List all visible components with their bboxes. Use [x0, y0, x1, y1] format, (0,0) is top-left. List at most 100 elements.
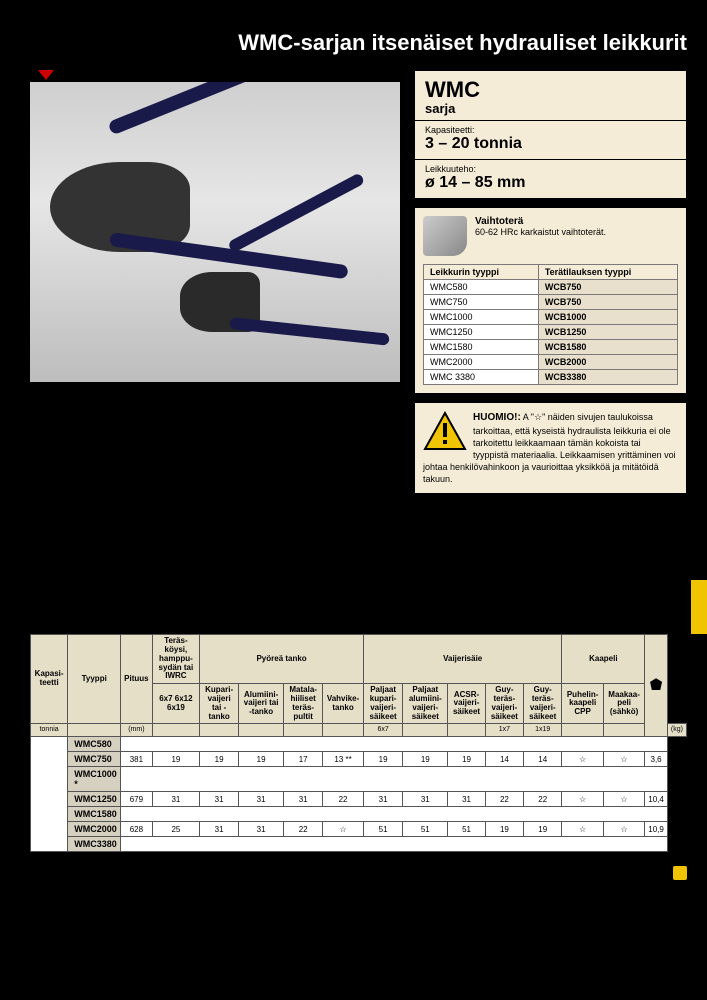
series-name: WMC: [425, 79, 676, 101]
cell: ☆: [562, 792, 603, 807]
th-paljaatk: Paljaat kupari-vaijeri-säikeet: [363, 684, 402, 724]
mt-cell: WCB1580: [538, 340, 677, 355]
mt-cell: WMC1250: [424, 325, 539, 340]
th-matala: Matala-hiiliset teräs-pultit: [284, 684, 323, 724]
th-blank: [68, 724, 121, 737]
cell: 31: [152, 792, 200, 807]
cell: 679: [121, 792, 152, 807]
section-tab: [691, 580, 707, 634]
cell: 19: [152, 752, 200, 767]
th-puhelin: Puhelin-kaapeli CPP: [562, 684, 603, 724]
cell: 22: [524, 792, 562, 807]
th-pituus: Pituus: [121, 635, 152, 724]
table-row: WMC1000 *: [31, 767, 687, 792]
section-marker-icon: [38, 70, 54, 80]
table-row: WMC580: [31, 737, 687, 752]
th-tonnia: tonnia: [31, 724, 68, 737]
cell: ☆: [323, 822, 364, 837]
series-sub: sarja: [425, 101, 676, 116]
cell: 19: [485, 822, 523, 837]
warning-box: HUOMIO!: A "☆" näiden sivujen taulukoiss…: [414, 402, 687, 494]
product-image: [30, 82, 400, 382]
cell: 10,4: [645, 792, 668, 807]
mt-cell: WCB1250: [538, 325, 677, 340]
table-row: WMC2000 628 25 31 31 22 ☆ 51 51 51 19 19…: [31, 822, 687, 837]
cell: 31: [239, 792, 284, 807]
table-row: WMC3380: [31, 837, 687, 852]
th-paljaata: Paljaat alumiini-vaijeri-säikeet: [403, 684, 448, 724]
cell: 19: [239, 752, 284, 767]
th-guy: Guy-teräs-vaijeri-säikeet: [485, 684, 523, 724]
cell: 19: [363, 752, 402, 767]
cell-type: WMC580: [68, 737, 121, 752]
cell: 3,6: [645, 752, 668, 767]
spec-table: Kapasi- teetti Tyyppi Pituus Teräs-köysi…: [30, 634, 687, 852]
page-number: [30, 866, 687, 883]
mt-cell: WMC580: [424, 280, 539, 295]
weight-icon: [650, 678, 662, 690]
warning-title: HUOMIO!:: [473, 412, 521, 423]
page-title: WMC-sarjan itsenäiset hydrauliset leikku…: [30, 30, 687, 56]
th-kg: (kg): [667, 724, 686, 737]
spec-box: WMC sarja Kapasiteetti: 3 – 20 tonnia Le…: [414, 70, 687, 199]
warning-icon: [423, 411, 467, 451]
cutting-value: ø 14 – 85 mm: [425, 174, 676, 192]
mt-cell: WCB1000: [538, 310, 677, 325]
mt-cell: WCB750: [538, 295, 677, 310]
th-vaijeri: Vaijerisäie: [363, 635, 561, 684]
cell: ☆: [603, 752, 644, 767]
th-1x7: 1x7: [485, 724, 523, 737]
mt-h2: Terätilauksen tyyppi: [538, 265, 677, 280]
th-guy2: Guy-teräs-vaijeri-säikeet: [524, 684, 562, 724]
th-alumiini: Alumiini-vaijeri tai -tanko: [239, 684, 284, 724]
cell: 22: [284, 822, 323, 837]
th-tyyppi: Tyyppi: [68, 635, 121, 724]
cell-type: WMC1000 *: [68, 767, 121, 792]
capacity-label: Kapasiteetti:: [425, 125, 676, 135]
mt-cell: WMC2000: [424, 355, 539, 370]
cell: 19: [403, 752, 448, 767]
cell: ☆: [603, 792, 644, 807]
th-teras-sub: 6x7 6x12 6x19: [152, 684, 200, 724]
cell: 31: [403, 792, 448, 807]
cell: 51: [448, 822, 485, 837]
cell: 31: [200, 822, 239, 837]
cell-type: WMC3380: [68, 837, 121, 852]
cell: 10,9: [645, 822, 668, 837]
cell-type: WMC750: [68, 752, 121, 767]
th-weight: [645, 635, 668, 737]
cell: 22: [323, 792, 364, 807]
th-kaapeli: Kaapeli: [562, 635, 645, 684]
th-mm: (mm): [121, 724, 152, 737]
cell-type: WMC1250: [68, 792, 121, 807]
cell-type: WMC1580: [68, 807, 121, 822]
mt-cell: WMC 3380: [424, 370, 539, 385]
cell: 628: [121, 822, 152, 837]
mt-cell: WMC1000: [424, 310, 539, 325]
th-6x7: 6x7: [363, 724, 402, 737]
cell: 51: [403, 822, 448, 837]
cell: 31: [363, 792, 402, 807]
blade-title: Vaihtoterä: [475, 216, 606, 227]
mt-cell: WMC1580: [424, 340, 539, 355]
table-row: WMC1580: [31, 807, 687, 822]
th-maakaa: Maakaa-peli (sähkö): [603, 684, 644, 724]
cell: ☆: [562, 752, 603, 767]
cell: 31: [448, 792, 485, 807]
cell: 19: [200, 752, 239, 767]
cell: 19: [524, 822, 562, 837]
cell: 31: [239, 822, 284, 837]
th-pyorea: Pyöreä tanko: [200, 635, 364, 684]
th-vahvike: Vahvike-tanko: [323, 684, 364, 724]
cell: ☆: [562, 822, 603, 837]
blade-body: 60-62 HRc karkaistut vaihtoterät.: [475, 227, 606, 237]
cell: 31: [200, 792, 239, 807]
capacity-value: 3 – 20 tonnia: [425, 135, 676, 153]
cutting-label: Leikkuuteho:: [425, 164, 676, 174]
cell: 381: [121, 752, 152, 767]
cell: 17: [284, 752, 323, 767]
mt-cell: WCB2000: [538, 355, 677, 370]
blade-image: [423, 216, 467, 256]
cell-type: WMC2000: [68, 822, 121, 837]
mt-cell: WMC750: [424, 295, 539, 310]
